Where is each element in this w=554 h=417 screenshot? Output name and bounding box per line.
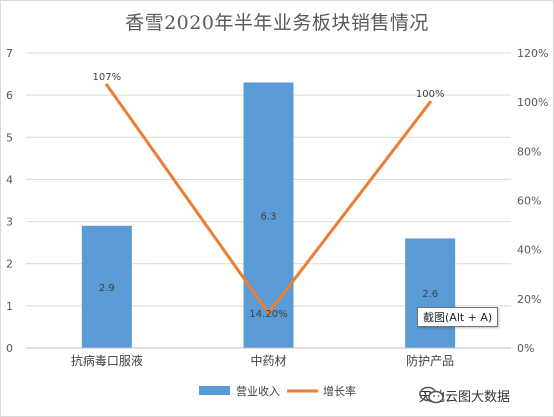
y-left-tick-label: 4: [6, 173, 13, 186]
chart-title: 香雪2020年半年业务板块销售情况: [125, 12, 429, 34]
y-left-tick-label: 6: [6, 89, 13, 102]
y-left-tick-label: 7: [6, 47, 13, 60]
y-left-tick-label: 0: [6, 342, 13, 355]
screenshot-tooltip: 截图(Alt + A): [417, 307, 499, 327]
wechat-icon: [419, 386, 444, 404]
growth-point: [105, 83, 109, 87]
bar-data-label: 2.9: [99, 283, 115, 294]
y-left-tick-label: 3: [6, 216, 13, 229]
growth-point: [428, 100, 432, 104]
bar-data-label: 6.3: [261, 211, 277, 222]
y-left-tick-label: 2: [6, 258, 13, 271]
growth-data-label: 100%: [416, 89, 445, 100]
bar: [81, 225, 132, 348]
y-right-tick-label: 0%: [517, 342, 534, 355]
y-right-tick-label: 40%: [517, 244, 541, 257]
legend-swatch-bar: [199, 386, 230, 395]
bar: [405, 238, 456, 348]
growth-point: [267, 311, 270, 315]
y-right-tick-label: 120%: [517, 47, 548, 60]
legend-label-line: 增长率: [323, 384, 356, 398]
y-right-tick-label: 100%: [517, 96, 548, 109]
y-right-tick-label: 20%: [517, 293, 541, 306]
x-tick-label: 中药材: [250, 353, 286, 368]
growth-data-label: 107%: [93, 72, 122, 83]
y-left-tick-label: 5: [6, 131, 13, 144]
bar: [243, 82, 294, 348]
x-tick-label: 防护产品: [406, 353, 454, 368]
legend-label-bar: 营业收入: [236, 384, 280, 398]
growth-data-label: 14.20%: [249, 309, 287, 320]
bar-data-label: 2.6: [422, 289, 438, 300]
watermark: 天地云图大数据: [419, 386, 510, 405]
y-right-tick-label: 60%: [517, 195, 541, 208]
x-tick-label: 抗病毒口服液: [71, 353, 143, 368]
y-right-tick-label: 80%: [517, 145, 541, 158]
y-left-tick-label: 1: [6, 300, 13, 313]
